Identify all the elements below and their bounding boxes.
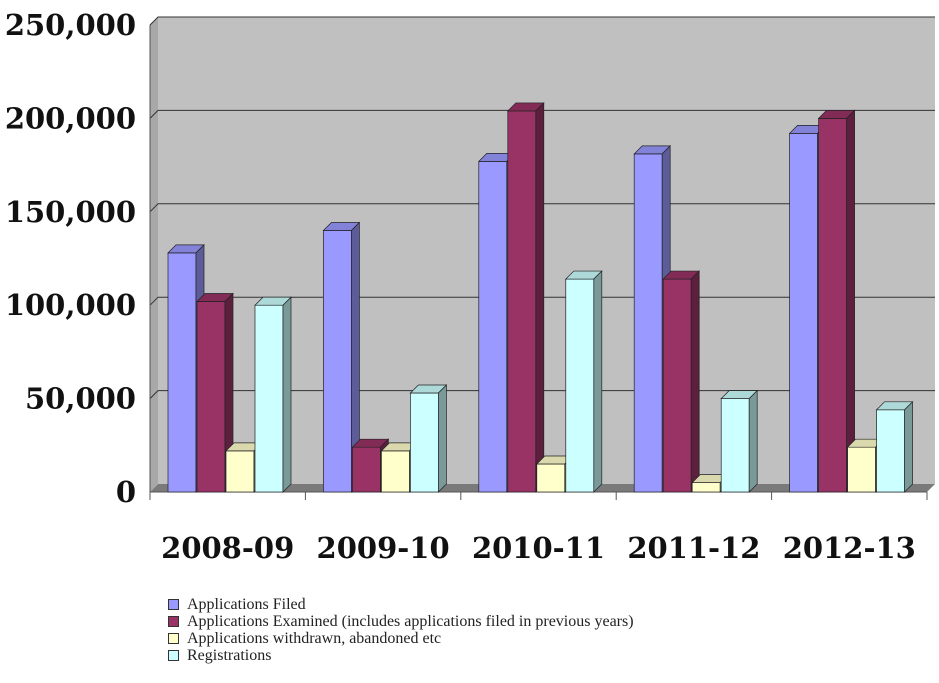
bar-side [594,271,602,492]
y-tick-label: 200,000 [5,101,136,135]
bar-chart: 0 50,000 100,000 150,000 200,000 250,000 2008… [0,0,939,600]
bar-side [438,385,446,492]
plot-side-wall [150,17,158,492]
bar-front [790,133,818,492]
x-axis-ticks: 2008-09 2009-10 2010-11 2011-12 2012-13 [150,492,927,565]
bar [663,271,699,492]
y-tick-label: 150,000 [5,195,136,229]
bar-front [479,161,507,492]
bar-front [197,301,225,492]
legend-label: Applications withdrawn, abandoned etc [187,630,441,647]
y-tick-label: 250,000 [5,8,136,42]
bar-front [566,279,594,492]
bar-front [381,451,409,492]
bar [721,391,757,492]
bar-front [721,399,749,492]
legend-item: Registrations [168,647,634,664]
y-tick-label: 0 [116,475,136,509]
legend-item: Applications Filed [168,596,634,613]
bar-side [905,402,913,492]
x-tick-label: 2011-12 [627,531,760,565]
bar-side [847,110,855,492]
bar [410,385,446,492]
bar-front [352,447,380,492]
bar-front [663,279,691,492]
bar [819,110,855,492]
x-tick-label: 2010-11 [472,531,605,565]
x-tick-label: 2008-09 [161,531,294,565]
bar [508,103,544,492]
bar-front [819,118,847,492]
bar [566,271,602,492]
y-axis-ticks: 0 50,000 100,000 150,000 200,000 250,000 [5,8,136,509]
legend-item: Applications withdrawn, abandoned etc [168,630,634,647]
bar-front [323,230,351,492]
bar-front [848,447,876,492]
x-tick-label: 2012-13 [783,531,916,565]
bar-front [877,410,905,492]
bar-front [410,393,438,492]
y-tick-label: 50,000 [25,382,136,416]
bar-front [226,451,254,492]
legend-swatch [168,616,179,627]
bar-side [283,297,291,492]
bar-front [537,464,565,492]
legend-label: Applications Filed [187,596,306,613]
legend-label: Registrations [187,647,271,664]
legend-item: Applications Examined (includes applicat… [168,613,634,630]
bar [877,402,913,492]
bar-front [508,111,536,492]
bar-front [255,305,283,492]
legend-swatch [168,633,179,644]
legend: Applications Filed Applications Examined … [168,596,634,664]
legend-label: Applications Examined (includes applicat… [187,613,634,630]
legend-swatch [168,650,179,661]
legend-swatch [168,599,179,610]
bar-front [634,154,662,492]
bar [255,297,291,492]
bar-side [691,271,699,492]
bar-side [749,391,757,492]
y-tick-label: 100,000 [5,288,136,322]
bar-side [536,103,544,492]
bar-front [692,483,720,492]
x-tick-label: 2009-10 [317,531,450,565]
bar-front [168,253,196,492]
